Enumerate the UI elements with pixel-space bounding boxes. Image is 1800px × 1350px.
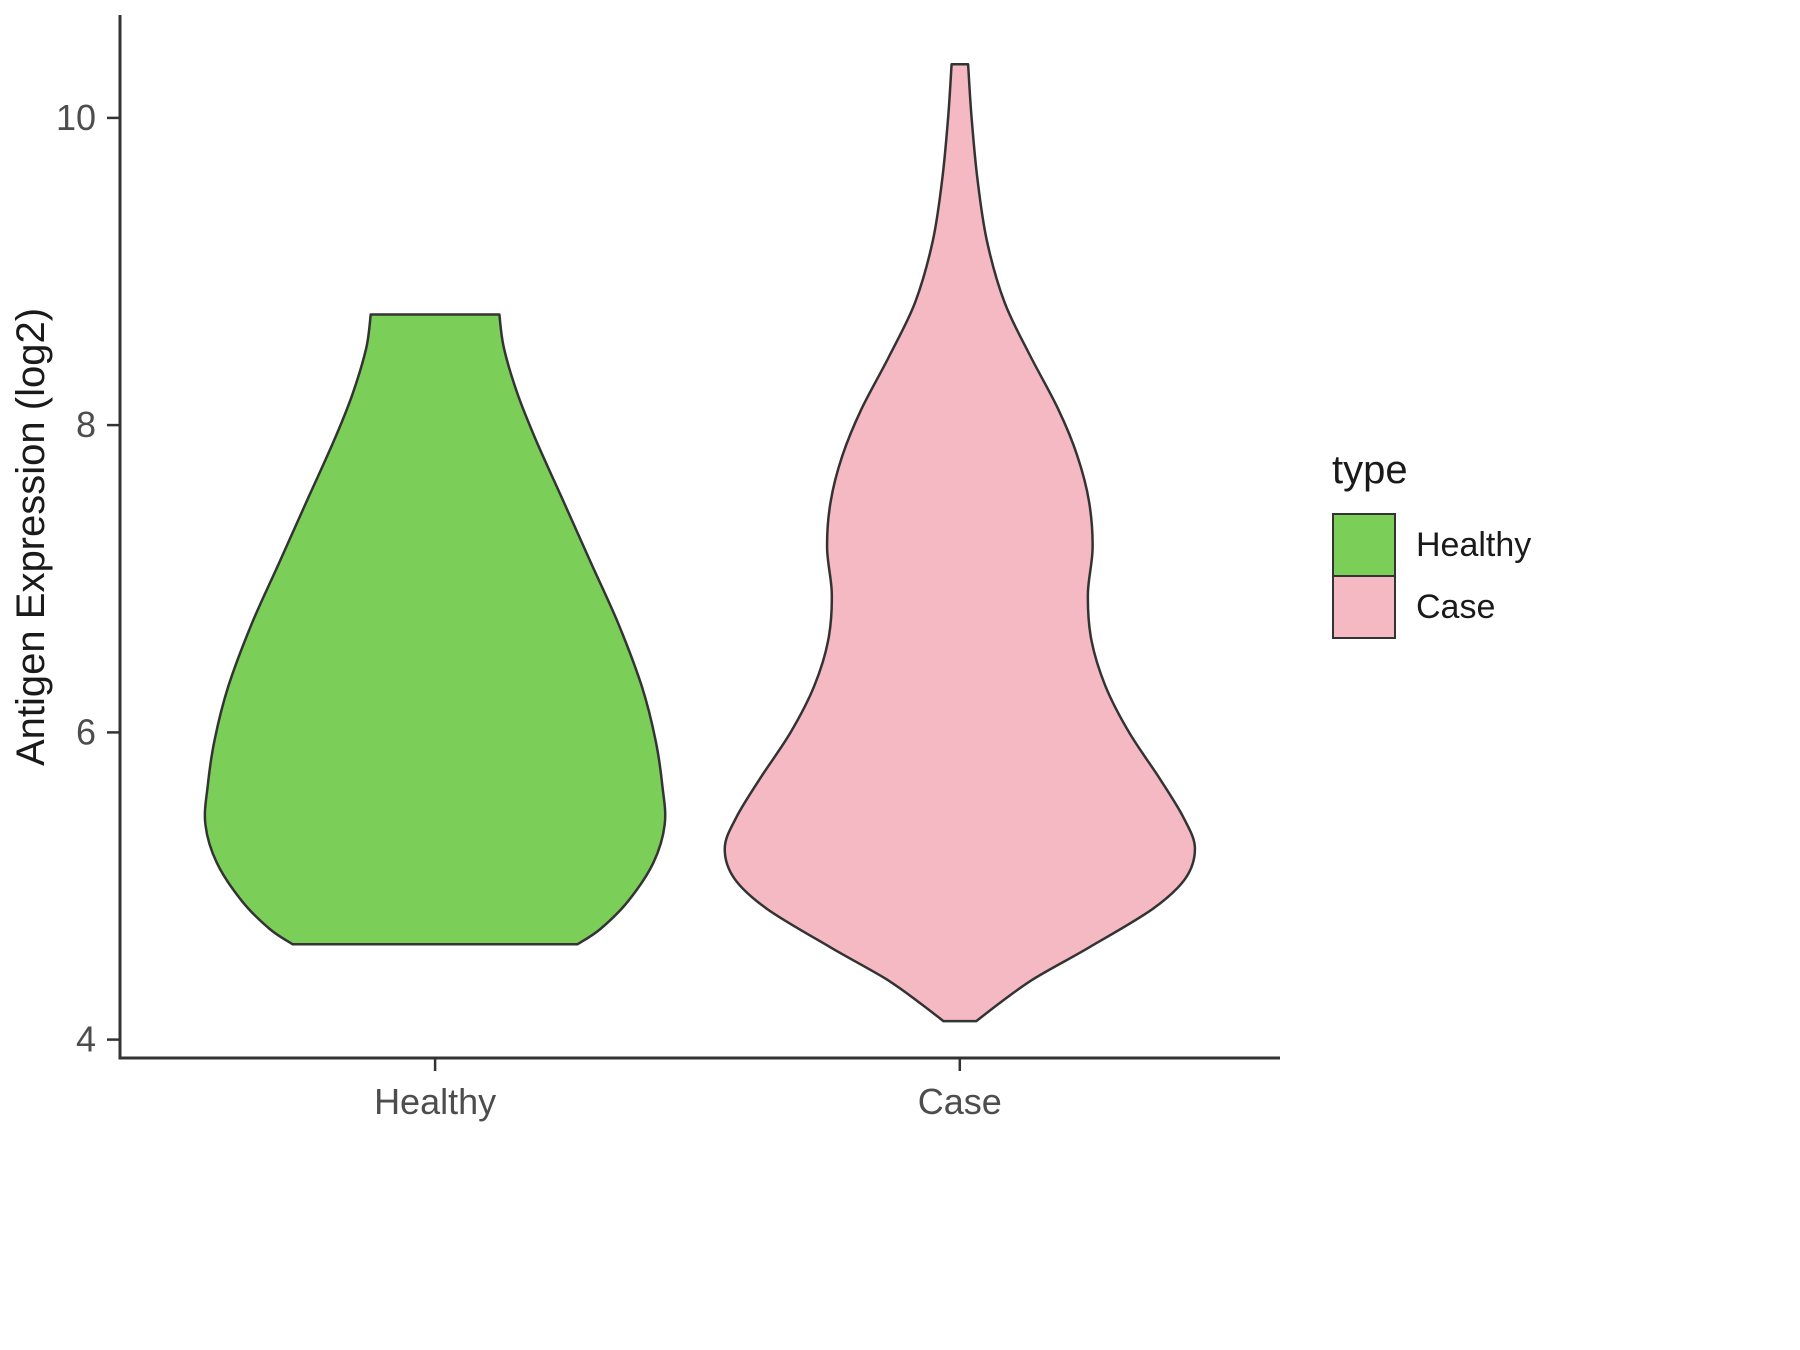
violin-case bbox=[723, 62, 1197, 1023]
legend-label-healthy: Healthy bbox=[1416, 525, 1532, 564]
y-tick-label-10: 10 bbox=[56, 97, 96, 138]
legend-entry-case: Case bbox=[1332, 575, 1531, 639]
legend-label-case: Case bbox=[1416, 587, 1496, 626]
y-axis-title: Antigen Expression (log2) bbox=[9, 308, 53, 766]
y-tick-label-8: 8 bbox=[76, 404, 96, 445]
y-tick-label-6: 6 bbox=[76, 711, 96, 752]
x-tick-label-healthy: Healthy bbox=[374, 1081, 496, 1122]
legend: type Healthy Case bbox=[1332, 448, 1531, 639]
legend-title: type bbox=[1332, 448, 1408, 492]
legend-swatch-healthy bbox=[1332, 513, 1396, 577]
x-tick-label-case: Case bbox=[918, 1081, 1002, 1122]
legend-swatch-case bbox=[1332, 575, 1396, 639]
violin-healthy bbox=[203, 313, 667, 946]
legend-entry-healthy: Healthy bbox=[1332, 513, 1531, 577]
y-tick-label-4: 4 bbox=[76, 1019, 96, 1060]
